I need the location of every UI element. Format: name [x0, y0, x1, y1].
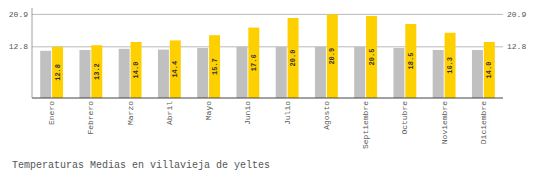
bar [276, 47, 287, 98]
grid-line [32, 14, 503, 15]
bar [248, 28, 259, 98]
bar [315, 47, 326, 98]
category-label: Agosto [322, 101, 331, 130]
tick-label: 12.8 [507, 42, 526, 51]
tick-label: 20.9 [507, 10, 526, 19]
data-label: 20.9 [328, 48, 336, 65]
bar [354, 47, 365, 98]
category-label: Abril [165, 101, 174, 125]
bar [236, 47, 247, 98]
x-axis-line [32, 98, 503, 99]
category-label: Noviembre [440, 101, 449, 144]
tick-label: 20.9 [9, 10, 28, 19]
bar [327, 14, 338, 98]
bar [288, 18, 299, 98]
category-label: Febrero [86, 101, 95, 135]
bar [119, 49, 130, 98]
data-label: 13.2 [93, 63, 101, 80]
data-label: 14.0 [132, 62, 140, 79]
title: Temperaturas Medias en villavieja de yel… [12, 160, 270, 171]
bar [52, 47, 63, 98]
bar [91, 45, 102, 98]
bar [393, 48, 404, 98]
bar [405, 24, 416, 98]
data-label: 18.5 [407, 53, 415, 70]
bar [484, 42, 495, 98]
y-axis-line [32, 8, 33, 98]
bar [472, 50, 483, 98]
bar [79, 50, 90, 98]
tick-label: 12.8 [9, 42, 28, 51]
bar [158, 50, 169, 98]
category-label: Mayo [204, 101, 213, 120]
category-label: Diciembre [479, 101, 488, 144]
bar [366, 16, 377, 98]
data-label: 15.7 [211, 58, 219, 75]
chart: 12.8 12.8 20.9 20.9 12.8 13.2 14.0 14.4 15.7 17.6… [0, 0, 537, 174]
data-label: 17.6 [250, 54, 258, 71]
bar [40, 51, 51, 98]
bar [131, 42, 142, 98]
category-label: Septiembre [361, 101, 370, 149]
category-label: Marzo [126, 101, 135, 125]
bar [209, 35, 220, 98]
data-label: 20.0 [289, 50, 297, 67]
bar [170, 40, 181, 98]
grid-line [32, 46, 503, 47]
category-label: Junio [243, 101, 252, 125]
category-label: Enero [47, 101, 56, 125]
category-label: Octubre [400, 101, 409, 135]
category-label: Julio [283, 101, 292, 125]
bar [445, 33, 456, 98]
data-label: 14.4 [171, 61, 179, 78]
data-label: 14.0 [485, 62, 493, 79]
data-label: 12.8 [54, 64, 62, 81]
bar [433, 50, 444, 98]
data-label: 16.3 [446, 57, 454, 74]
bar [197, 48, 208, 98]
bars [40, 14, 495, 98]
data-label: 20.5 [368, 49, 376, 66]
